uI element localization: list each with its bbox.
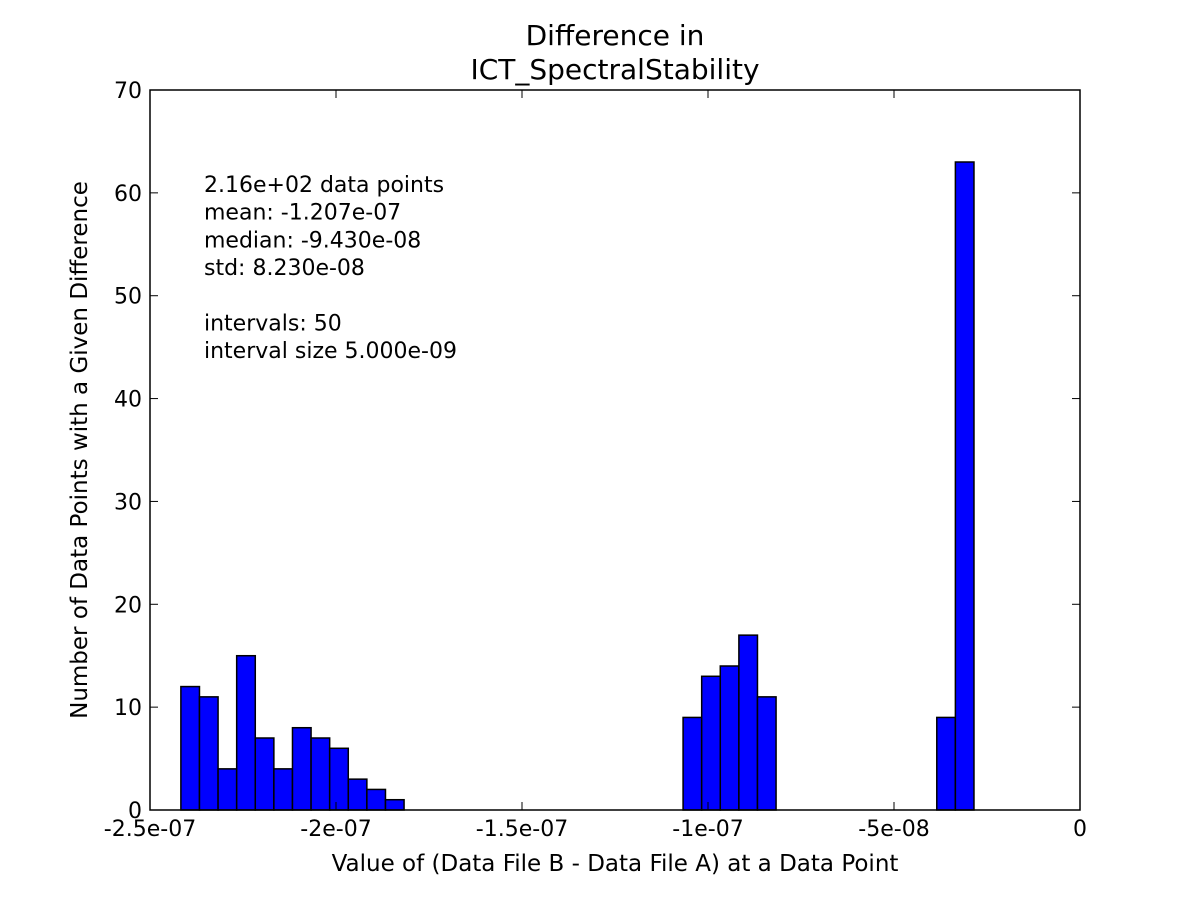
histogram-bar [180,685,201,811]
histogram-bar [700,675,722,811]
stats-annotation-line: mean: -1.207e-07 [204,201,401,226]
y-tick-label: 20 [114,593,142,618]
bars-group [180,161,975,811]
histogram-bar [310,737,331,811]
chart-title-line-1: Difference in [526,19,705,52]
histogram-bar [273,768,294,811]
y-tick-label: 10 [114,696,142,721]
y-axis-label: Number of Data Points with a Given Diffe… [67,181,93,719]
histogram-bar [198,696,219,811]
histogram-bar [254,737,275,811]
histogram-bar [366,788,387,811]
y-tick-label: 70 [114,79,142,104]
histogram-bar [384,798,405,811]
x-tick-label: -2e-07 [300,817,371,842]
stats-annotation-line: std: 8.230e-08 [204,256,365,281]
stats-annotation-line: interval size 5.000e-09 [204,339,457,364]
stats-annotation-line: 2.16e+02 data points [204,173,444,198]
histogram-bar [347,778,368,811]
histogram-bar [756,696,777,811]
x-tick-label: -2.5e-07 [104,817,196,842]
chart-title-line-2: ICT_SpectralStability [470,53,759,86]
histogram-bar [682,716,703,811]
y-tick-label: 30 [114,490,142,515]
x-tick-label: -1e-07 [672,817,743,842]
x-axis-label: Value of (Data File B - Data File A) at … [332,851,899,877]
y-tick-label: 0 [128,799,142,824]
y-tick-label: 60 [114,182,142,207]
x-tick-label: -1.5e-07 [476,817,568,842]
histogram-bar [328,747,350,811]
histogram-bar [719,665,740,811]
stats-annotation-line: median: -9.430e-08 [204,228,421,253]
ticks-group: -2.5e-07 -2e-07 -1.5e-07 -1e-07 -5e-08 0 0 10 20… [104,79,1087,842]
plot-area-frame [149,89,1081,811]
y-tick-label: 50 [114,285,142,310]
histogram-bar [291,726,312,811]
histogram-bar [954,161,975,811]
x-tick-label: 0 [1073,817,1087,842]
stats-annotation: 2.16e+02 data points mean: -1.207e-07medi… [204,173,457,364]
histogram-bar [235,654,257,811]
y-tick-label: 40 [114,388,142,413]
stats-annotation-line: intervals: 50 [204,312,342,337]
histogram-bar [738,634,759,811]
histogram-bar [936,716,957,811]
histogram-bar [217,768,238,811]
x-tick-label: -5e-08 [858,817,929,842]
